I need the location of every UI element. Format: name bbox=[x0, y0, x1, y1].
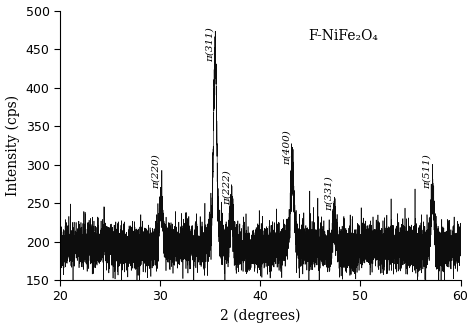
Text: π(220): π(220) bbox=[152, 154, 161, 189]
Text: F-NiFe₂O₄: F-NiFe₂O₄ bbox=[308, 29, 378, 43]
Text: π(222): π(222) bbox=[222, 170, 231, 205]
Text: π(511): π(511) bbox=[423, 154, 432, 189]
Y-axis label: Intensity (cps): Intensity (cps) bbox=[6, 95, 20, 196]
Text: π(311): π(311) bbox=[206, 27, 215, 62]
Text: π(331): π(331) bbox=[325, 176, 334, 211]
X-axis label: 2 (degrees): 2 (degrees) bbox=[220, 309, 301, 323]
Text: π(400): π(400) bbox=[283, 130, 292, 164]
